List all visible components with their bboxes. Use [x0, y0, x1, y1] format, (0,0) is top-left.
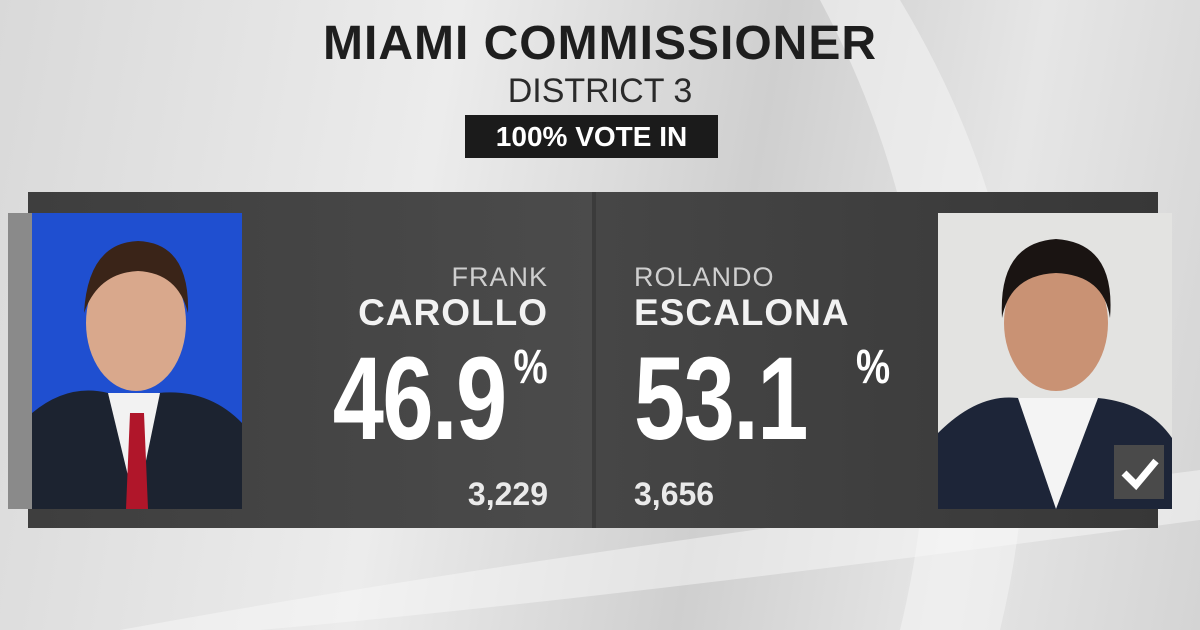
candidate-photo: [8, 213, 242, 509]
last-name: CAROLLO: [358, 292, 548, 333]
winner-check: [1121, 458, 1159, 491]
percent-value: 53.1: [634, 333, 808, 465]
winner-check-box: [1114, 445, 1164, 499]
status-badge: 100% VOTE IN: [465, 115, 718, 158]
subtitle: DISTRICT 3: [507, 72, 693, 110]
percent-unit: %: [513, 341, 548, 394]
shirt: [1018, 398, 1098, 509]
first-name: FRANK: [451, 262, 548, 292]
percent: 53.1%: [634, 340, 898, 458]
first-name: ROLANDO: [634, 262, 775, 292]
tie: [126, 413, 148, 509]
face: [1004, 255, 1108, 391]
votes: 3,656: [634, 476, 715, 512]
hair: [1001, 239, 1111, 318]
percent: 46.9%: [284, 340, 548, 458]
photo-border: [8, 213, 32, 509]
percent-value: 46.9: [332, 333, 506, 465]
title: MIAMI COMMISSIONER: [323, 17, 877, 70]
last-name: ESCALONA: [634, 292, 850, 333]
percent-unit: %: [855, 341, 890, 394]
candidate-photo: [938, 213, 1172, 509]
votes: 3,229: [467, 476, 548, 512]
face: [86, 255, 186, 391]
hair: [84, 241, 189, 313]
